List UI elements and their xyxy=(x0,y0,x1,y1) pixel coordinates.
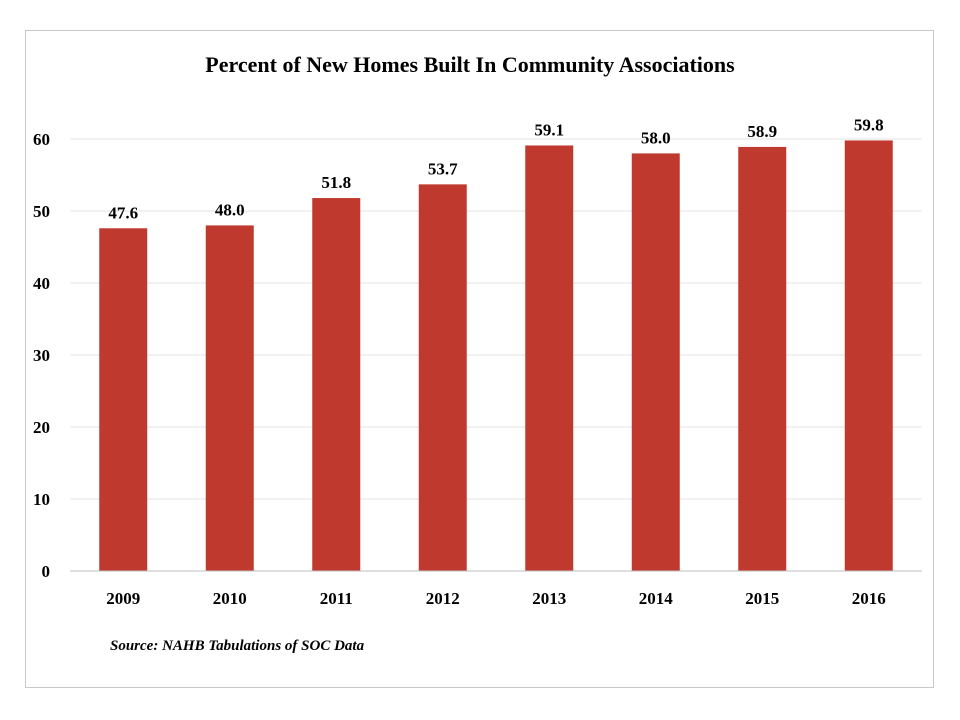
x-tick-label-2014: 2014 xyxy=(639,589,674,608)
x-axis: 2009 2010 2011 2012 2013 2014 2015 2016 xyxy=(70,570,922,608)
y-axis: 0 10 20 30 40 50 60 xyxy=(33,130,50,581)
data-label-2013: 59.1 xyxy=(534,120,564,139)
data-labels: 47.6 48.0 51.8 53.7 59.1 58.0 58.9 59.8 xyxy=(108,115,883,222)
data-label-2011: 51.8 xyxy=(321,173,351,192)
x-tick-label-2009: 2009 xyxy=(106,589,140,608)
x-tick-label-2016: 2016 xyxy=(852,589,886,608)
y-tick-label: 30 xyxy=(33,346,50,365)
chart-title: Percent of New Homes Built In Community … xyxy=(205,52,735,77)
x-tick-label-2011: 2011 xyxy=(320,589,353,608)
y-tick-label: 0 xyxy=(42,562,51,581)
bar-2012 xyxy=(418,184,467,572)
bar-2016 xyxy=(844,140,893,571)
bar-2009 xyxy=(99,228,148,571)
source-note: Source: NAHB Tabulations of SOC Data xyxy=(110,638,365,654)
data-label-2014: 58.0 xyxy=(641,128,671,147)
y-tick-label: 40 xyxy=(33,274,50,293)
data-label-2010: 48.0 xyxy=(215,200,245,219)
bar-2010 xyxy=(205,225,254,571)
y-tick-label: 20 xyxy=(33,418,50,437)
data-label-2009: 47.6 xyxy=(108,203,138,222)
data-label-2012: 53.7 xyxy=(428,159,458,178)
x-tick-label-2015: 2015 xyxy=(745,589,779,608)
x-tick-label-2010: 2010 xyxy=(213,589,247,608)
x-tick-label-2012: 2012 xyxy=(426,589,460,608)
data-label-2016: 59.8 xyxy=(854,115,884,134)
bars xyxy=(99,140,893,572)
y-tick-label: 10 xyxy=(33,490,50,509)
bar-2013 xyxy=(525,145,574,572)
gridlines xyxy=(70,138,922,500)
x-tick-label-2013: 2013 xyxy=(532,589,566,608)
bar-2011 xyxy=(312,198,361,572)
bar-2015 xyxy=(738,146,787,572)
bar-2014 xyxy=(631,153,680,571)
data-label-2015: 58.9 xyxy=(747,122,777,141)
y-tick-label: 60 xyxy=(33,130,50,149)
y-tick-label: 50 xyxy=(33,202,50,221)
